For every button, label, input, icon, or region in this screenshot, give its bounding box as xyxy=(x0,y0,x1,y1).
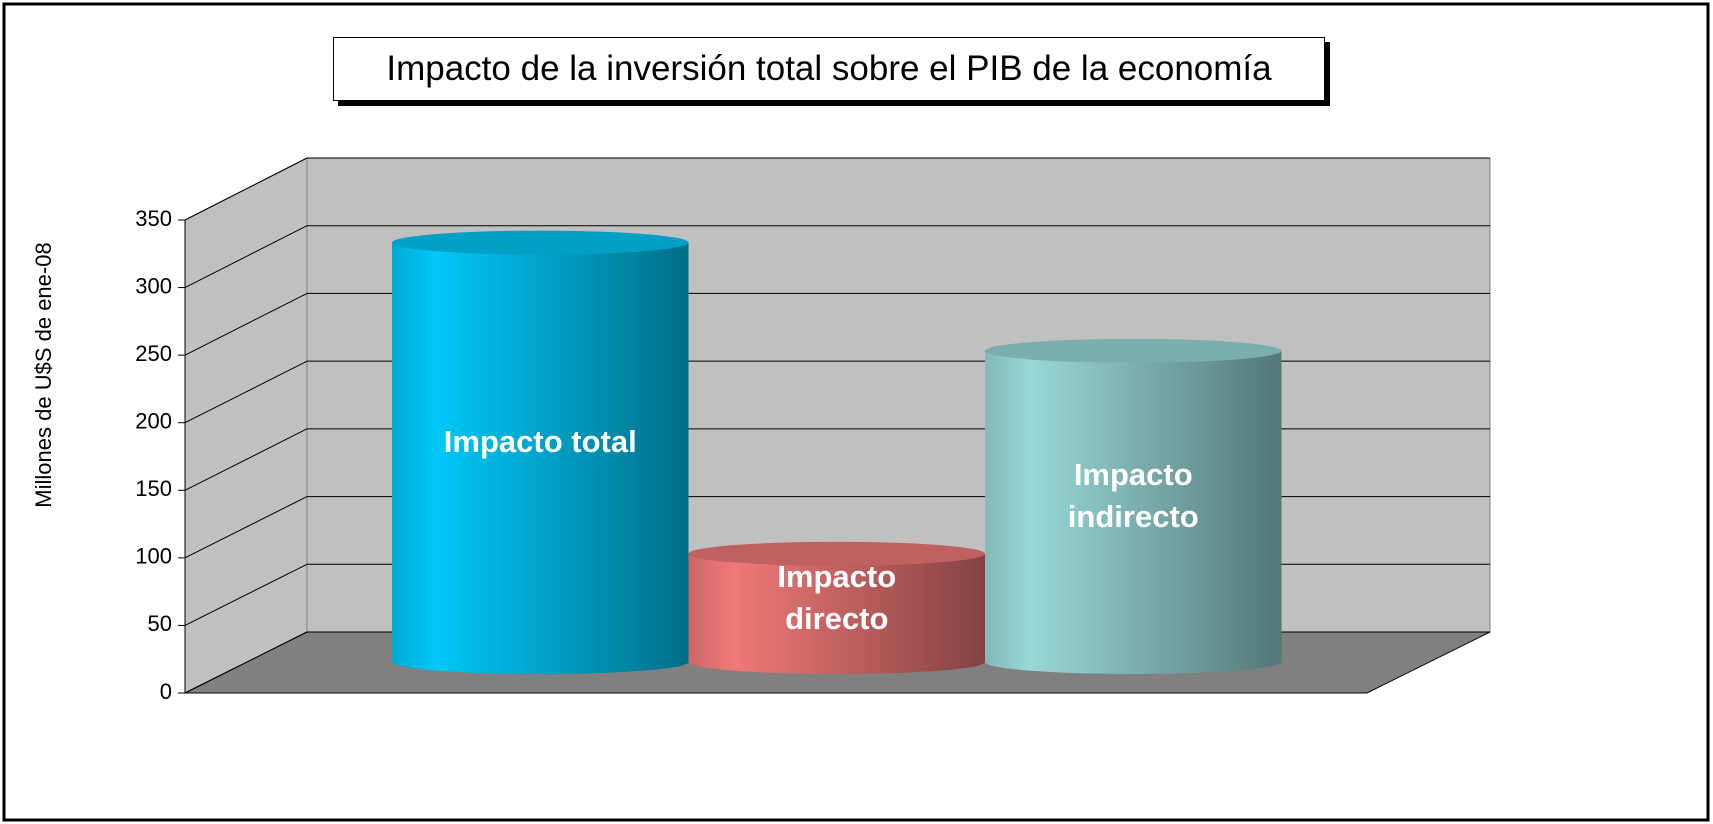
y-tick-label: 50 xyxy=(148,611,172,636)
grid-line xyxy=(184,360,308,424)
cylinder-top xyxy=(688,541,985,566)
y-tick-label: 200 xyxy=(135,409,172,434)
side-wall xyxy=(184,157,308,694)
cylinder-body xyxy=(392,242,689,674)
grid-line xyxy=(184,292,308,356)
y-tick-label: 150 xyxy=(135,476,172,501)
cylinder-body xyxy=(985,350,1282,674)
grid-line xyxy=(184,496,308,559)
y-tick-label: 100 xyxy=(135,544,172,569)
y-axis-label: Millones de U$S de ene-08 xyxy=(31,242,56,507)
grid-line xyxy=(184,563,308,626)
chart-title: Impacto de la inversión total sobre el P… xyxy=(333,37,1325,101)
cylinder-top xyxy=(392,230,689,255)
grid-line xyxy=(184,428,308,491)
cylinder-top xyxy=(985,338,1282,363)
y-tick-label: 350 xyxy=(135,206,172,231)
category-label: Impacto indirecto xyxy=(1067,457,1199,535)
grid-line xyxy=(184,631,308,694)
y-tick-label: 300 xyxy=(135,273,172,298)
y-tick-label: 0 xyxy=(160,679,172,704)
category-label: Impacto total xyxy=(443,424,637,460)
y-tick-label: 250 xyxy=(135,341,172,366)
grid-line xyxy=(184,225,308,289)
grid-line xyxy=(184,157,308,221)
category-label: Impacto directo xyxy=(777,558,897,636)
cylinder-body xyxy=(688,553,985,674)
